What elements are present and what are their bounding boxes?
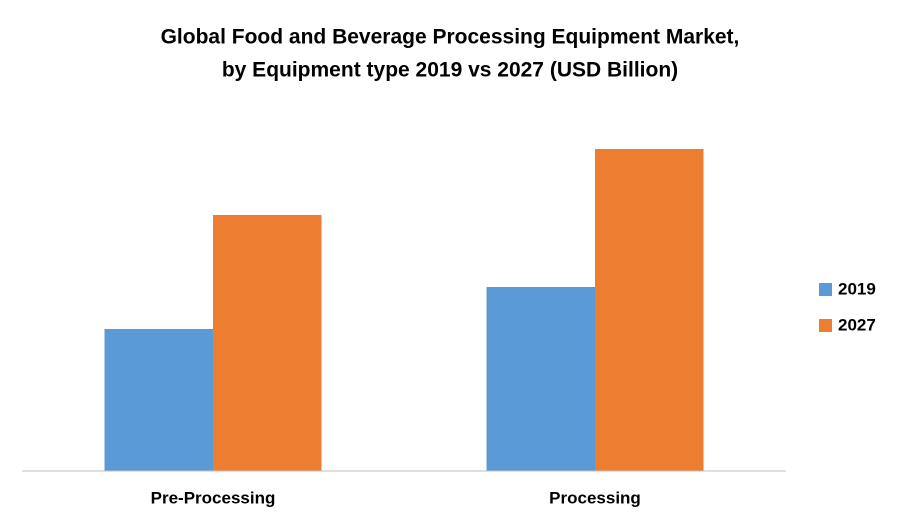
legend-label: 2019 xyxy=(838,279,876,298)
legend-swatch xyxy=(819,283,832,296)
chart-title: by Equipment type 2019 vs 2027 (USD Bill… xyxy=(222,59,678,82)
x-tick-label: Pre-Processing xyxy=(151,488,276,507)
bar xyxy=(486,287,595,471)
chart-title: Global Food and Beverage Processing Equi… xyxy=(161,26,740,49)
legend-label: 2027 xyxy=(838,315,876,334)
bar xyxy=(104,329,213,471)
bar xyxy=(595,149,704,471)
bar xyxy=(213,215,322,471)
legend-swatch xyxy=(819,319,832,332)
x-tick-label: Processing xyxy=(549,488,641,507)
